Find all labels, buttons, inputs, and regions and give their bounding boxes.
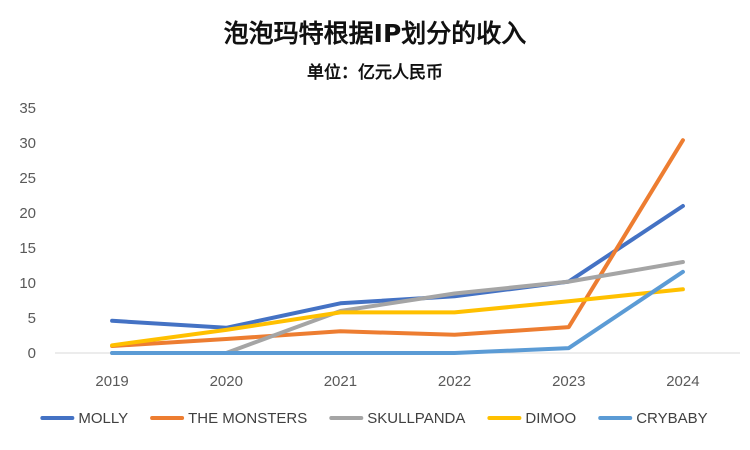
x-tick-label: 2022 xyxy=(438,373,471,390)
legend-item: THE MONSTERS xyxy=(150,410,307,427)
chart-title: 泡泡玛特根据IP划分的收入 xyxy=(223,19,527,48)
legend-label: CRYBABY xyxy=(636,410,707,427)
legend-label: THE MONSTERS xyxy=(188,410,307,427)
legend-item: SKULLPANDA xyxy=(329,410,465,427)
series-line-molly xyxy=(110,204,685,330)
series-line-the-monsters xyxy=(110,138,685,348)
y-tick-label: 5 xyxy=(28,310,36,327)
series-layer xyxy=(110,138,685,355)
y-tick-label: 35 xyxy=(19,100,36,117)
x-tick-label: 2024 xyxy=(666,373,699,390)
legend-label: SKULLPANDA xyxy=(367,410,465,427)
y-tick-label: 15 xyxy=(19,240,36,257)
x-tick-label: 2019 xyxy=(95,373,128,390)
x-tick-label: 2023 xyxy=(552,373,585,390)
y-tick-label: 10 xyxy=(19,275,36,292)
x-tick-label: 2021 xyxy=(324,373,357,390)
legend-item: CRYBABY xyxy=(598,410,708,427)
y-tick-label: 0 xyxy=(28,345,36,362)
series-line-crybaby xyxy=(110,269,685,355)
chart-subtitle: 单位：亿元人民币 xyxy=(307,63,443,83)
y-tick-label: 30 xyxy=(19,135,36,152)
legend-item: DIMOO xyxy=(487,410,576,427)
y-tick-label: 20 xyxy=(19,205,36,222)
legend: MOLLY THE MONSTERS SKULLPANDA DIMOO CRYBABY xyxy=(40,410,708,427)
legend-item: MOLLY xyxy=(40,410,128,427)
legend-label: MOLLY xyxy=(78,410,128,427)
x-tick-label: 2020 xyxy=(210,373,243,390)
series-line-dimoo xyxy=(110,287,685,348)
legend-label: DIMOO xyxy=(525,410,576,427)
y-tick-label: 25 xyxy=(19,170,36,187)
